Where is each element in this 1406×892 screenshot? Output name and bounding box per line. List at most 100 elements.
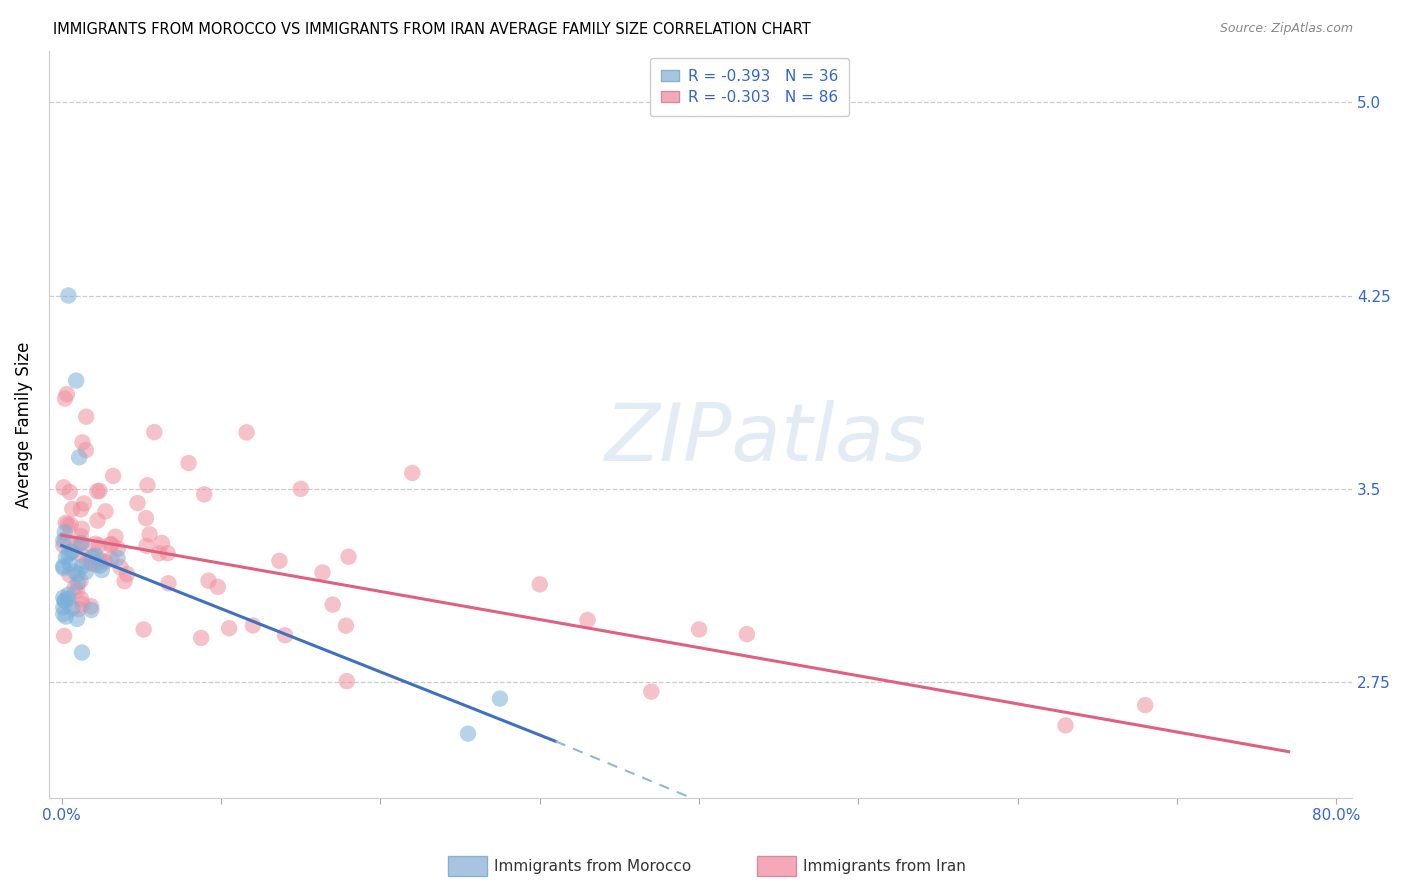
Point [70, 536, 93, 550]
Point [90, 553, 112, 567]
Point [52, 591, 75, 605]
Point [82, 549, 104, 563]
Point [55, 609, 77, 624]
Point [56, 387, 79, 401]
Point [115, 567, 138, 582]
Point [457, 726, 479, 740]
Point [337, 549, 360, 564]
Point [143, 425, 166, 439]
Point [63, 565, 86, 579]
Point [70, 502, 93, 516]
Point [148, 546, 170, 560]
Point [177, 456, 200, 470]
Point [70, 536, 93, 550]
Point [58, 588, 80, 602]
Text: IMMIGRANTS FROM MOROCCO VS IMMIGRANTS FROM IRAN AVERAGE FAMILY SIZE CORRELATION : IMMIGRANTS FROM MOROCCO VS IMMIGRANTS FR… [53, 22, 811, 37]
Point [80, 603, 103, 617]
Text: Source: ZipAtlas.com: Source: ZipAtlas.com [1219, 22, 1353, 36]
Point [150, 536, 173, 550]
Point [94, 504, 117, 518]
Point [89, 483, 111, 498]
Point [52, 561, 75, 575]
Point [84, 549, 107, 563]
Point [55, 516, 77, 530]
Point [67, 602, 90, 616]
Point [52, 480, 75, 494]
Point [59, 557, 82, 571]
Point [100, 552, 122, 566]
Point [55, 550, 77, 565]
Point [52, 600, 75, 615]
Point [207, 580, 229, 594]
Point [70, 559, 93, 574]
Point [80, 599, 103, 614]
Point [58, 288, 80, 302]
Point [67, 450, 90, 465]
Text: Immigrants from Morocco: Immigrants from Morocco [494, 859, 692, 873]
Point [269, 554, 291, 568]
Point [53, 392, 76, 406]
Point [401, 466, 423, 480]
Point [110, 560, 132, 574]
Point [135, 511, 157, 525]
Point [576, 613, 599, 627]
Point [197, 574, 219, 588]
Point [75, 409, 97, 424]
Point [107, 551, 129, 566]
Point [59, 517, 82, 532]
Point [322, 598, 344, 612]
Point [53, 629, 76, 643]
Point [73, 496, 96, 510]
Point [529, 577, 551, 591]
Point [70, 646, 93, 660]
Point [86, 484, 108, 499]
Point [66, 566, 89, 581]
Point [53, 532, 76, 546]
Point [52, 533, 75, 548]
Point [52, 538, 75, 552]
Point [114, 574, 136, 589]
Point [75, 443, 97, 458]
Point [80, 550, 103, 565]
Point [100, 537, 122, 551]
Point [132, 623, 155, 637]
Point [101, 469, 124, 483]
Point [735, 627, 758, 641]
Point [84, 537, 107, 551]
Point [60, 601, 83, 615]
Point [53, 525, 76, 540]
Point [60, 502, 83, 516]
Point [127, 496, 149, 510]
Point [52, 607, 75, 621]
Point [72, 597, 94, 611]
Point [53, 593, 76, 607]
Point [59, 484, 82, 499]
Point [66, 583, 89, 598]
Point [107, 541, 129, 556]
Point [65, 374, 87, 388]
Point [190, 631, 212, 645]
Point [89, 558, 111, 573]
Legend: R = -0.393   N = 36, R = -0.303   N = 86: R = -0.393 N = 36, R = -0.303 N = 86 [650, 58, 849, 116]
Point [157, 576, 180, 591]
Point [138, 527, 160, 541]
Point [274, 628, 297, 642]
Point [98, 537, 121, 551]
Point [84, 558, 107, 572]
Point [72, 435, 94, 450]
Point [80, 557, 103, 571]
Point [69, 529, 91, 543]
Point [335, 618, 357, 632]
Point [56, 517, 79, 532]
Point [60, 544, 83, 558]
Point [60, 545, 83, 559]
Point [87, 538, 110, 552]
Text: ZIPatlas: ZIPatlas [605, 401, 927, 478]
Point [72, 549, 94, 563]
Point [67, 537, 90, 551]
Point [235, 425, 257, 440]
Point [53, 594, 76, 608]
Point [135, 539, 157, 553]
Point [688, 623, 710, 637]
Point [290, 482, 312, 496]
